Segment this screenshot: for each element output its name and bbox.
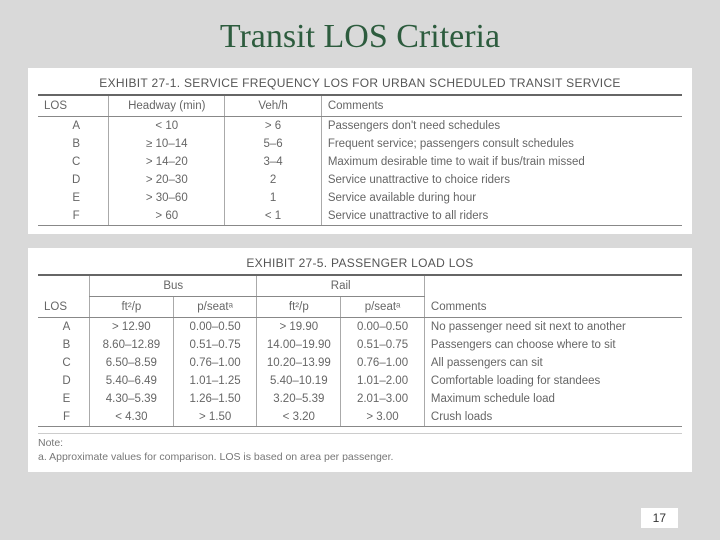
cell: > 3.00: [341, 408, 425, 427]
grp-bus: Bus: [90, 275, 257, 297]
cell: A: [38, 117, 109, 136]
cell: Maximum desirable time to wait if bus/tr…: [321, 153, 682, 171]
grp-rail: Rail: [257, 275, 424, 297]
cell: 8.60–12.89: [90, 336, 174, 354]
exhibit-2: EXHIBIT 27-5. PASSENGER LOAD LOS Bus Rai…: [28, 248, 692, 472]
cell: Comfortable loading for standees: [424, 372, 682, 390]
cell: > 19.90: [257, 318, 341, 337]
grp-blank2: [424, 275, 682, 297]
cell: A: [38, 318, 90, 337]
col2-rail-pseat: p/seatᵃ: [341, 297, 425, 318]
cell: < 1: [225, 207, 322, 226]
cell: Service unattractive to choice riders: [321, 171, 682, 189]
exhibit-2-table: Bus Rail LOS ft²/p p/seatᵃ ft²/p p/seatᵃ…: [38, 274, 682, 427]
cell: > 20–30: [109, 171, 225, 189]
table-row: C> 14–203–4Maximum desirable time to wai…: [38, 153, 682, 171]
cell: 1: [225, 189, 322, 207]
cell: < 4.30: [90, 408, 174, 427]
table-row: C6.50–8.590.76–1.0010.20–13.990.76–1.00A…: [38, 354, 682, 372]
cell: 1.01–2.00: [341, 372, 425, 390]
col-vehh: Veh/h: [225, 95, 322, 117]
cell: > 6: [225, 117, 322, 136]
exhibit-2-title: EXHIBIT 27-5. PASSENGER LOAD LOS: [38, 256, 682, 270]
cell: E: [38, 390, 90, 408]
cell: > 14–20: [109, 153, 225, 171]
cell: 5.40–10.19: [257, 372, 341, 390]
page-title: Transit LOS Criteria: [0, 0, 720, 68]
table-row: E4.30–5.391.26–1.503.20–5.392.01–3.00Max…: [38, 390, 682, 408]
exhibit-2-note: Note: a. Approximate values for comparis…: [38, 433, 682, 464]
cell: > 1.50: [173, 408, 257, 427]
cell: 0.76–1.00: [341, 354, 425, 372]
cell: B: [38, 336, 90, 354]
cell: D: [38, 171, 109, 189]
cell: Frequent service; passengers consult sch…: [321, 135, 682, 153]
cell: > 60: [109, 207, 225, 226]
cell: No passenger need sit next to another: [424, 318, 682, 337]
table-row: D> 20–302Service unattractive to choice …: [38, 171, 682, 189]
note-text: a. Approximate values for comparison. LO…: [38, 451, 393, 463]
cell: E: [38, 189, 109, 207]
cell: All passengers can sit: [424, 354, 682, 372]
cell: > 12.90: [90, 318, 174, 337]
cell: 0.00–0.50: [341, 318, 425, 337]
cell: B: [38, 135, 109, 153]
cell: Crush loads: [424, 408, 682, 427]
table-row: E> 30–601Service available during hour: [38, 189, 682, 207]
cell: C: [38, 153, 109, 171]
cell: 6.50–8.59: [90, 354, 174, 372]
page-number: 17: [641, 508, 678, 528]
note-label: Note:: [38, 437, 63, 449]
cell: F: [38, 207, 109, 226]
cell: 1.01–1.25: [173, 372, 257, 390]
cell: 10.20–13.99: [257, 354, 341, 372]
cell: 3.20–5.39: [257, 390, 341, 408]
table-row: F> 60< 1Service unattractive to all ride…: [38, 207, 682, 226]
cell: 1.26–1.50: [173, 390, 257, 408]
col-comments: Comments: [321, 95, 682, 117]
table-row: B8.60–12.890.51–0.7514.00–19.900.51–0.75…: [38, 336, 682, 354]
cell: Service available during hour: [321, 189, 682, 207]
cell: 0.00–0.50: [173, 318, 257, 337]
cell: D: [38, 372, 90, 390]
col2-bus-ft: ft²/p: [90, 297, 174, 318]
cell: Maximum schedule load: [424, 390, 682, 408]
cell: 4.30–5.39: [90, 390, 174, 408]
cell: Passengers can choose where to sit: [424, 336, 682, 354]
cell: 5–6: [225, 135, 322, 153]
cell: C: [38, 354, 90, 372]
exhibit-1: EXHIBIT 27-1. SERVICE FREQUENCY LOS FOR …: [28, 68, 692, 234]
col2-comments: Comments: [424, 297, 682, 318]
cell: F: [38, 408, 90, 427]
col-headway: Headway (min): [109, 95, 225, 117]
grp-blank: [38, 275, 90, 297]
table-row: A< 10> 6Passengers don't need schedules: [38, 117, 682, 136]
col2-los: LOS: [38, 297, 90, 318]
table-row: A> 12.900.00–0.50> 19.900.00–0.50No pass…: [38, 318, 682, 337]
exhibit-1-title: EXHIBIT 27-1. SERVICE FREQUENCY LOS FOR …: [38, 76, 682, 90]
cell: 2: [225, 171, 322, 189]
table-row: B≥ 10–145–6Frequent service; passengers …: [38, 135, 682, 153]
cell: 0.51–0.75: [341, 336, 425, 354]
exhibit-1-table: LOS Headway (min) Veh/h Comments A< 10> …: [38, 94, 682, 226]
col-los: LOS: [38, 95, 109, 117]
cell: Service unattractive to all riders: [321, 207, 682, 226]
table-row: D5.40–6.491.01–1.255.40–10.191.01–2.00Co…: [38, 372, 682, 390]
cell: 0.76–1.00: [173, 354, 257, 372]
cell: Passengers don't need schedules: [321, 117, 682, 136]
cell: 3–4: [225, 153, 322, 171]
col2-bus-pseat: p/seatᵃ: [173, 297, 257, 318]
cell: ≥ 10–14: [109, 135, 225, 153]
cell: 0.51–0.75: [173, 336, 257, 354]
cell: 2.01–3.00: [341, 390, 425, 408]
cell: 14.00–19.90: [257, 336, 341, 354]
col2-rail-ft: ft²/p: [257, 297, 341, 318]
cell: > 30–60: [109, 189, 225, 207]
cell: < 3.20: [257, 408, 341, 427]
table-row: F< 4.30> 1.50< 3.20> 3.00Crush loads: [38, 408, 682, 427]
cell: 5.40–6.49: [90, 372, 174, 390]
cell: < 10: [109, 117, 225, 136]
